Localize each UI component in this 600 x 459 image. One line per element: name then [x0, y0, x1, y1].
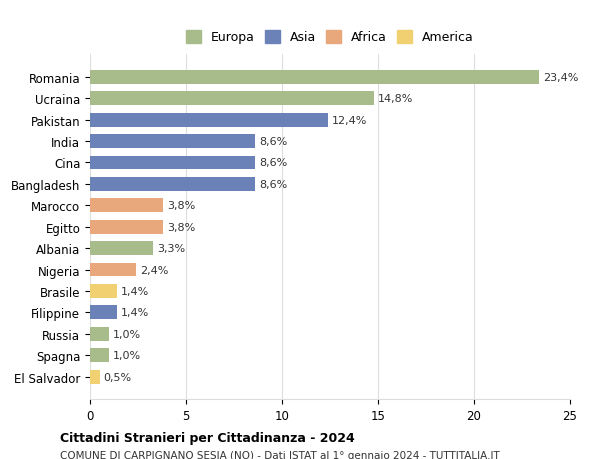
Bar: [90, 241, 154, 256]
Bar: [90, 220, 163, 234]
Text: 1,4%: 1,4%: [121, 286, 149, 296]
Bar: [90, 327, 109, 341]
Text: 1,0%: 1,0%: [113, 329, 141, 339]
Text: 14,8%: 14,8%: [378, 94, 413, 104]
Text: 2,4%: 2,4%: [140, 265, 168, 275]
Text: 12,4%: 12,4%: [332, 115, 367, 125]
Text: 1,0%: 1,0%: [113, 350, 141, 360]
Text: 3,8%: 3,8%: [167, 201, 195, 211]
Bar: [90, 284, 117, 298]
Text: 0,5%: 0,5%: [103, 372, 131, 382]
Bar: [90, 263, 136, 277]
Text: 3,3%: 3,3%: [157, 244, 185, 253]
Text: 8,6%: 8,6%: [259, 158, 287, 168]
Bar: [90, 113, 328, 127]
Bar: [90, 306, 117, 319]
Bar: [90, 92, 374, 106]
Text: Cittadini Stranieri per Cittadinanza - 2024: Cittadini Stranieri per Cittadinanza - 2…: [60, 431, 355, 444]
Text: 8,6%: 8,6%: [259, 179, 287, 190]
Legend: Europa, Asia, Africa, America: Europa, Asia, Africa, America: [182, 27, 478, 48]
Bar: [90, 370, 100, 384]
Text: 1,4%: 1,4%: [121, 308, 149, 318]
Text: COMUNE DI CARPIGNANO SESIA (NO) - Dati ISTAT al 1° gennaio 2024 - TUTTITALIA.IT: COMUNE DI CARPIGNANO SESIA (NO) - Dati I…: [60, 450, 500, 459]
Bar: [90, 178, 255, 191]
Bar: [90, 71, 539, 84]
Text: 3,8%: 3,8%: [167, 222, 195, 232]
Text: 8,6%: 8,6%: [259, 137, 287, 147]
Bar: [90, 135, 255, 149]
Bar: [90, 348, 109, 362]
Bar: [90, 156, 255, 170]
Bar: [90, 199, 163, 213]
Text: 23,4%: 23,4%: [543, 73, 578, 83]
